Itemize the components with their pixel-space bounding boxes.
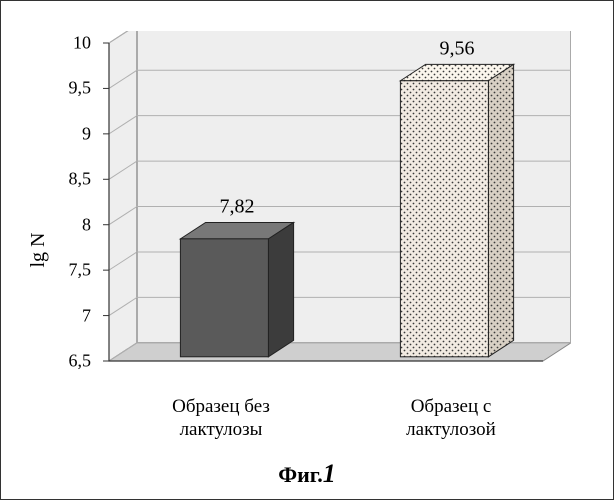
caption-prefix: Фиг.: [278, 462, 323, 487]
chart-frame: lg N 6,5 7 7,5 8 8,5 9 9,5 10 7,82 9,56 Образец …: [0, 0, 614, 500]
y-tick-label: 10: [51, 33, 91, 54]
y-tick-label: 7,5: [51, 260, 91, 281]
y-tick-label: 8,5: [51, 169, 91, 190]
x-label-1: Образец слактулозой: [351, 396, 551, 442]
chart-plot-area: 7,82 9,56: [91, 31, 571, 391]
y-tick-label: 6,5: [51, 351, 91, 372]
y-tick-label: 9: [51, 123, 91, 144]
caption-number: 1: [323, 459, 336, 488]
y-tick-group: 6,5 7 7,5 8 8,5 9 9,5 10: [51, 31, 91, 391]
y-axis-label: lg N: [27, 233, 50, 268]
y-tick-label: 7: [51, 305, 91, 326]
plot-svg: 7,82 9,56: [91, 31, 571, 391]
x-label-group: Образец безлактулозы Образец слактулозой: [91, 396, 571, 446]
svg-text:9,56: 9,56: [440, 37, 475, 59]
svg-text:7,82: 7,82: [220, 195, 255, 217]
y-tick-label: 9,5: [51, 78, 91, 99]
y-tick-label: 8: [51, 214, 91, 235]
figure-caption: Фиг.1: [1, 459, 613, 489]
x-label-0: Образец безлактулозы: [121, 396, 321, 442]
